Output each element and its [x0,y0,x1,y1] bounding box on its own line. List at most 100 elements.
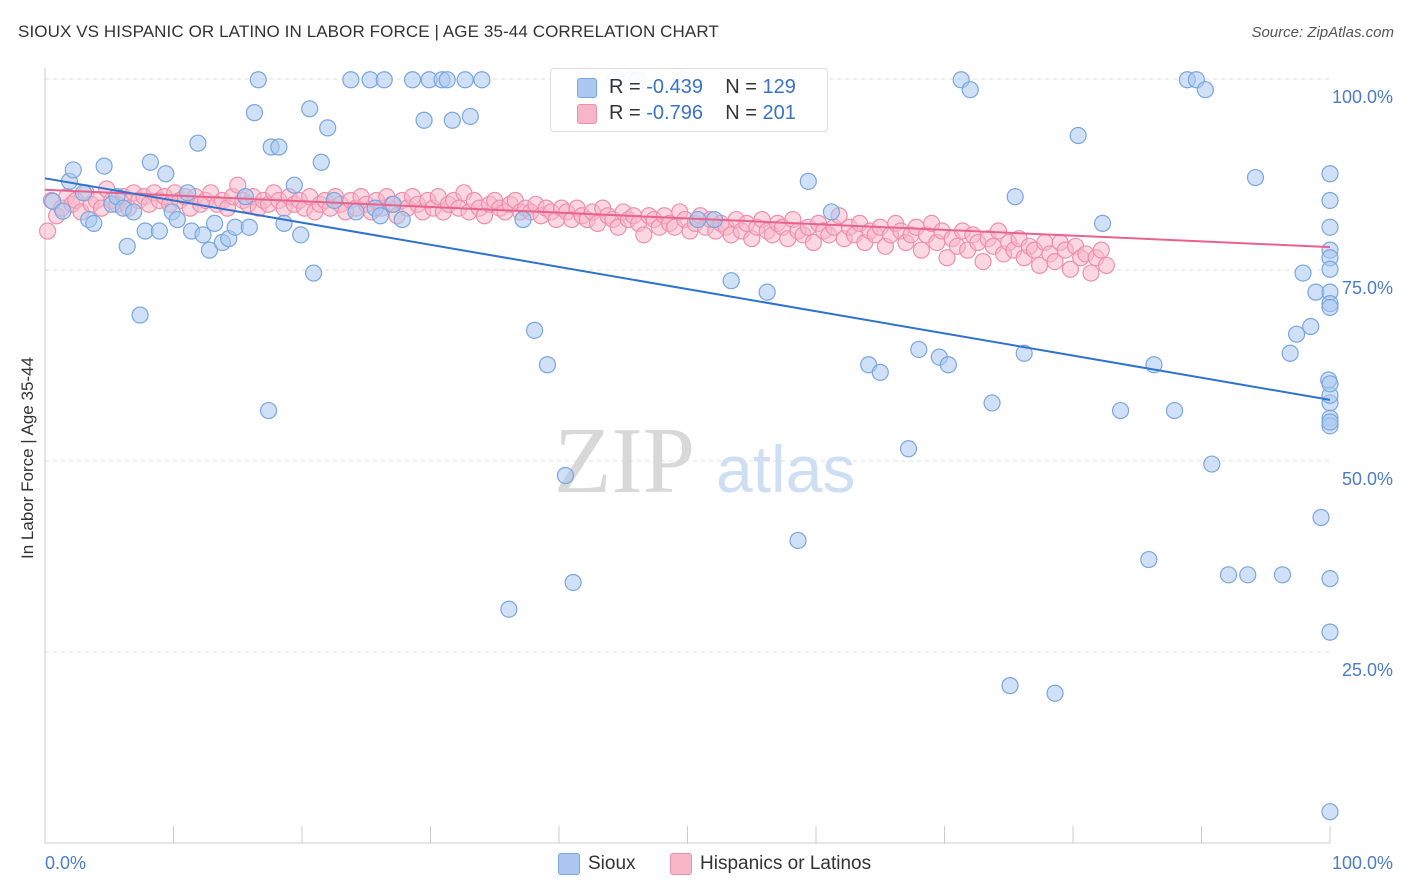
sioux-point [1321,298,1339,317]
chart-title: SIOUX VS HISPANIC OR LATINO IN LABOR FOR… [18,22,719,41]
sioux-point [1006,188,1024,206]
sioux-point [1321,165,1339,183]
sioux-point [95,157,113,175]
hispanic-point [1097,256,1116,275]
sioux-point [514,210,532,229]
sioux-point [236,188,255,206]
legend-r-value: -0.796 [646,102,703,124]
hispanic-point [38,222,57,240]
sioux-point [74,184,93,202]
y-tick-label: 75.0% [1342,278,1393,298]
sioux-point [249,71,267,89]
sioux-point [393,210,411,229]
sioux-point [194,226,212,244]
sioux-point [245,104,264,122]
sioux-point [285,176,303,194]
hispanic-point [804,233,823,252]
sioux-point [270,138,288,156]
sioux-point [1302,317,1320,336]
hispanic-point [635,226,653,244]
sioux-point [189,134,207,152]
sioux-point [789,531,807,550]
sioux-point [1321,570,1339,588]
sioux-point [564,573,582,592]
sioux-point [1281,344,1299,362]
sioux-point [1287,325,1306,343]
sioux-point [983,394,1001,412]
sioux-point [319,119,337,137]
sioux-point [64,161,82,179]
sioux-point [1321,375,1339,393]
legend-n-value: 201 [762,102,796,124]
sioux-point [456,71,474,89]
sioux-point [1239,566,1257,584]
sioux-point [157,165,175,183]
watermark-atlas: atlas [716,432,855,506]
legend-r-value: -0.439 [646,76,703,98]
sioux-point [325,191,343,210]
sioux-point [910,340,928,359]
legend-r-label: R = [609,76,641,98]
legend-n-label: N = [725,102,757,124]
sioux-point [1196,81,1214,99]
sioux-point [141,153,159,171]
sioux-point [1321,218,1339,236]
sioux-point [1093,214,1112,232]
sioux-point [1321,413,1339,431]
sioux-point [347,203,365,221]
sioux-point [85,214,103,232]
sioux-point [799,172,817,190]
sioux-point [206,214,224,232]
sioux-point [125,203,143,221]
sioux-point [1140,550,1158,569]
sioux-point [342,71,360,89]
legend-n-label: N = [725,76,757,98]
sioux-point [259,401,278,420]
sioux-point [1203,455,1221,473]
sioux-point [525,321,544,339]
sioux-point [371,207,389,225]
sioux-point [1001,677,1019,695]
sioux-point [240,218,258,236]
sioux-point [312,153,330,171]
sioux-point [375,71,393,89]
stats-legend: R = -0.439 N = 129 R = -0.796 N = 201 [550,68,828,132]
legend-n-value: 129 [762,76,796,98]
sioux-point [118,237,136,255]
x-tick-label: 100.0% [1332,853,1393,873]
sioux-point [44,192,62,210]
sioux-trend-line [44,177,1331,401]
sioux-swatch [558,853,580,875]
sioux-point [722,272,740,290]
legend-label-sioux: Sioux [588,853,636,874]
sioux-swatch [577,78,597,98]
sioux-point [1015,344,1033,362]
hispanic-point [912,241,930,259]
sioux-point [939,356,957,374]
sioux-point [822,203,841,221]
hispanic-point [1061,260,1080,278]
hispanic-trend-line [44,188,1331,249]
sioux-point [54,202,72,220]
sioux-point [538,356,557,374]
sioux-point [1219,566,1238,584]
hispanic-point [1046,252,1064,271]
sioux-point [1321,191,1339,210]
sioux-point [461,107,479,126]
gridlines [45,78,1330,653]
sioux-point [1321,623,1339,641]
sioux-point [292,226,310,244]
sioux-point [500,600,518,618]
sioux-point [200,241,219,259]
watermark-zip: ZIP [554,409,695,513]
sioux-point [179,184,197,202]
hispanic-swatch [577,104,597,124]
y-tick-label: 100.0% [1332,87,1393,107]
sioux-point [301,100,319,118]
sioux-points [44,71,1339,821]
sioux-point [556,466,575,485]
sioux-point [1165,401,1184,420]
hispanic-swatch [670,853,692,875]
sioux-point [1294,264,1312,282]
tick-labels: 25.0% 50.0% 75.0% 100.0% 0.0% 100.0% [45,87,1393,873]
